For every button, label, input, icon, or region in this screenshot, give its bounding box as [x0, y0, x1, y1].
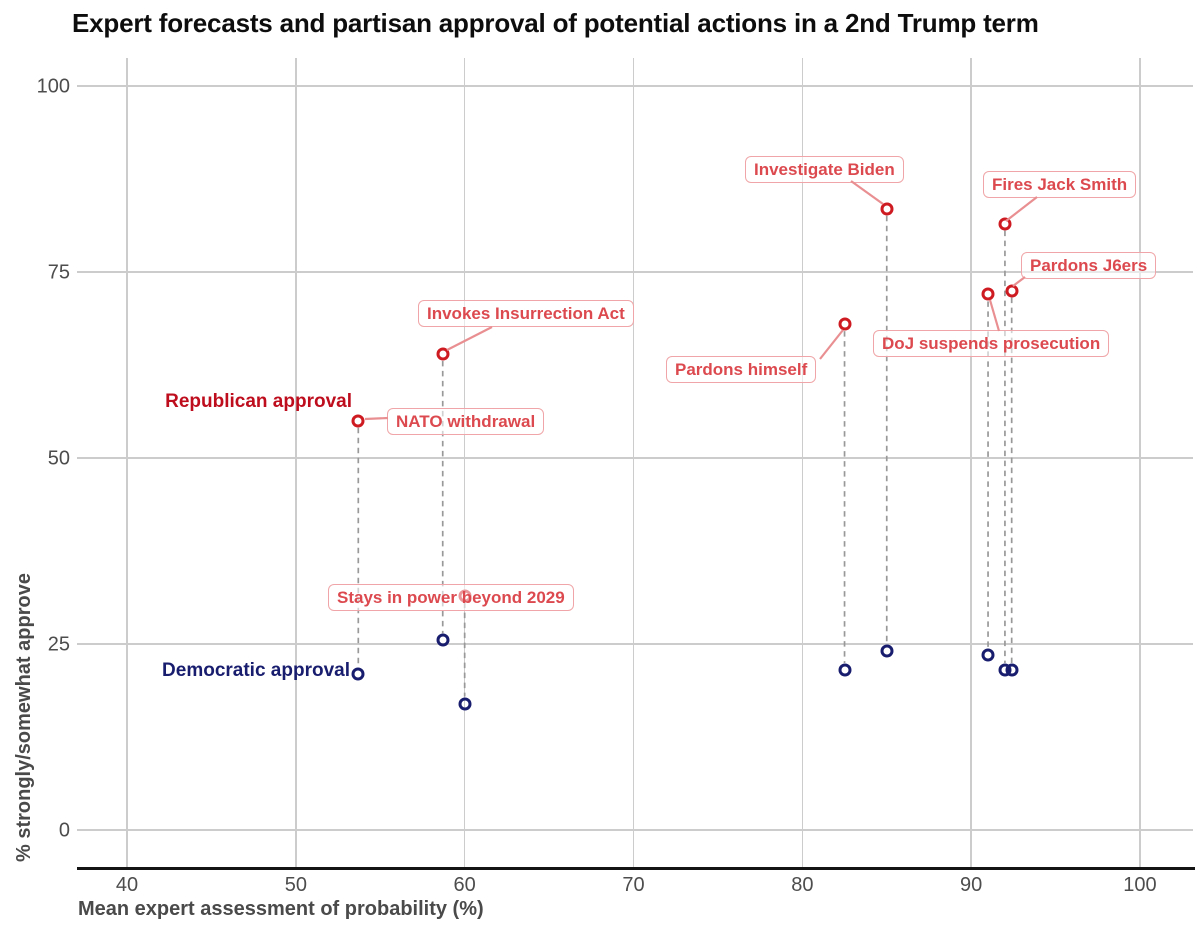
y-tick-label: 0	[58, 819, 70, 842]
label-leader-line	[819, 329, 844, 360]
democratic-point	[1005, 663, 1019, 677]
republican-approval-annotation: Republican approval	[165, 391, 352, 412]
x-tick-label: 40	[115, 874, 139, 896]
action-label: Pardons himself	[666, 356, 817, 383]
action-label: Pardons J6ers	[1021, 252, 1157, 279]
democratic-approval-annotation: Democratic approval	[162, 660, 350, 681]
x-gridline	[970, 58, 972, 868]
x-axis-line	[77, 867, 1195, 870]
y-gridline	[77, 85, 1193, 87]
y-axis-title: % strongly/somewhat approve	[13, 573, 35, 862]
republican-point	[981, 287, 995, 301]
x-tick-label: 50	[284, 874, 307, 896]
x-gridline	[463, 58, 466, 868]
x-gridline	[632, 58, 635, 868]
democratic-point	[880, 644, 894, 658]
y-gridline	[77, 271, 1193, 273]
action-label: Stays in power beyond 2029	[328, 584, 574, 611]
y-tick-label: 75	[47, 261, 70, 284]
y-tick-label: 25	[47, 633, 70, 656]
action-label: NATO withdrawal	[387, 408, 545, 435]
y-tick-label: 50	[47, 447, 70, 470]
x-gridline	[126, 58, 128, 868]
republican-point	[838, 317, 852, 331]
democratic-point	[838, 663, 852, 677]
democratic-point	[436, 633, 450, 647]
x-tick-label: 60	[453, 874, 476, 896]
democratic-point	[981, 648, 995, 662]
democratic-point	[458, 697, 472, 711]
x-tick-label: 70	[622, 874, 645, 896]
y-gridline	[77, 829, 1193, 831]
chart-title: Expert forecasts and partisan approval o…	[72, 8, 1039, 38]
republican-point	[436, 347, 450, 361]
y-gridline	[77, 643, 1193, 645]
republican-point	[1005, 284, 1019, 298]
action-label: Invokes Insurrection Act	[418, 300, 634, 327]
action-label: Fires Jack Smith	[983, 171, 1137, 198]
republican-point	[998, 217, 1012, 231]
action-label: Investigate Biden	[745, 156, 904, 183]
x-tick-label: 100	[1123, 874, 1157, 896]
x-gridline	[295, 58, 297, 868]
democratic-point	[351, 667, 365, 681]
republican-point	[351, 414, 365, 428]
label-leader-line	[850, 180, 884, 205]
label-leader-line	[1005, 196, 1038, 222]
y-gridline	[77, 457, 1193, 459]
x-tick-label: 90	[960, 874, 983, 896]
x-axis-title: Mean expert assessment of probability (%…	[78, 898, 484, 920]
republican-point	[880, 202, 894, 216]
y-tick-label: 100	[36, 75, 70, 98]
x-tick-label: 80	[791, 874, 814, 896]
x-gridline	[1139, 58, 1141, 868]
label-leader-line	[364, 416, 389, 421]
x-gridline	[801, 58, 804, 868]
label-leader-line	[988, 299, 1001, 332]
action-label: DoJ suspends prosecution	[873, 330, 1110, 357]
label-leader-line	[446, 326, 493, 351]
